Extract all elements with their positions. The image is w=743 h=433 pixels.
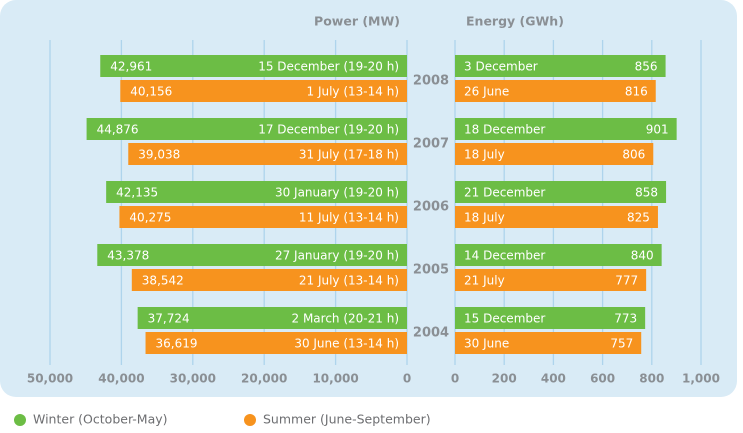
- year-label: 2004: [413, 326, 449, 341]
- value-label: 858: [635, 186, 658, 200]
- value-label: 856: [635, 60, 658, 74]
- bar: [455, 244, 662, 266]
- date-label: 30 June: [464, 337, 509, 351]
- value-label: 37,724: [148, 312, 190, 326]
- x-tick-label: 600: [590, 372, 615, 386]
- year-label: 2006: [413, 200, 449, 215]
- bar: [106, 181, 407, 203]
- date-label: 27 January (19-20 h): [275, 249, 399, 263]
- date-label: 18 July: [464, 148, 505, 162]
- bar: [455, 55, 666, 77]
- x-tick-label: 40,000: [98, 372, 144, 386]
- legend-swatch: [244, 414, 256, 426]
- date-label: 2 March (20-21 h): [292, 312, 400, 326]
- date-label: 30 June (13-14 h): [294, 337, 399, 351]
- date-label: 15 December: [464, 312, 545, 326]
- value-label: 38,542: [142, 274, 184, 288]
- bar: [455, 181, 667, 203]
- value-label: 901: [646, 123, 669, 137]
- date-label: 21 July: [464, 274, 505, 288]
- value-label: 777: [615, 274, 638, 288]
- date-label: 17 December (19-20 h): [258, 123, 399, 137]
- bar: [97, 244, 408, 266]
- bar: [120, 80, 407, 102]
- date-label: 31 July (17-18 h): [299, 148, 399, 162]
- bar: [86, 118, 407, 140]
- bar: [137, 307, 407, 329]
- value-label: 773: [614, 312, 637, 326]
- legend-swatch: [14, 414, 26, 426]
- x-tick-label: 800: [639, 372, 664, 386]
- x-tick-label: 400: [541, 372, 566, 386]
- value-label: 806: [622, 148, 645, 162]
- x-tick-label: 0: [403, 372, 411, 386]
- year-label: 2008: [413, 74, 449, 89]
- bar: [455, 332, 642, 354]
- date-label: 11 July (13-14 h): [299, 211, 399, 225]
- date-label: 18 July: [464, 211, 505, 225]
- year-label: 2007: [413, 137, 449, 152]
- bar: [119, 206, 408, 228]
- value-label: 44,876: [97, 123, 139, 137]
- x-tick-label: 30,000: [170, 372, 216, 386]
- date-label: 21 December: [464, 186, 545, 200]
- bar: [455, 143, 654, 165]
- date-label: 15 December (19-20 h): [258, 60, 399, 74]
- x-tick-label: 10,000: [312, 372, 358, 386]
- value-label: 39,038: [138, 148, 180, 162]
- value-label: 36,619: [156, 337, 198, 351]
- date-label: 1 July (13-14 h): [307, 85, 400, 99]
- value-label: 42,135: [116, 186, 158, 200]
- bar: [455, 80, 656, 102]
- value-label: 825: [627, 211, 650, 225]
- x-tick-label: 20,000: [241, 372, 287, 386]
- date-label: 26 June: [464, 85, 509, 99]
- bar: [131, 269, 407, 291]
- x-tick-label: 50,000: [27, 372, 73, 386]
- date-label: 30 January (19-20 h): [275, 186, 399, 200]
- power-title: Power (MW): [314, 14, 400, 29]
- date-label: 3 December: [464, 60, 538, 74]
- bar: [145, 332, 407, 354]
- date-label: 14 December: [464, 249, 545, 263]
- value-label: 816: [625, 85, 648, 99]
- bar: [455, 206, 658, 228]
- date-label: 21 July (13-14 h): [299, 274, 399, 288]
- value-label: 40,156: [130, 85, 172, 99]
- x-tick-label: 200: [492, 372, 517, 386]
- bar: [455, 118, 677, 140]
- value-label: 40,275: [129, 211, 171, 225]
- x-tick-label: 0: [451, 372, 459, 386]
- energy-title: Energy (GWh): [466, 14, 564, 29]
- bar: [100, 55, 408, 77]
- bar: [455, 269, 647, 291]
- legend-label: Winter (October-May): [33, 412, 168, 427]
- bar: [128, 143, 407, 165]
- value-label: 43,378: [107, 249, 149, 263]
- bar: [455, 307, 646, 329]
- date-label: 18 December: [464, 123, 545, 137]
- value-label: 42,961: [110, 60, 152, 74]
- year-label: 2005: [413, 263, 449, 278]
- value-label: 840: [631, 249, 654, 263]
- legend-label: Summer (June-September): [263, 412, 431, 427]
- value-label: 757: [610, 337, 633, 351]
- x-tick-label: 1,000: [682, 372, 720, 386]
